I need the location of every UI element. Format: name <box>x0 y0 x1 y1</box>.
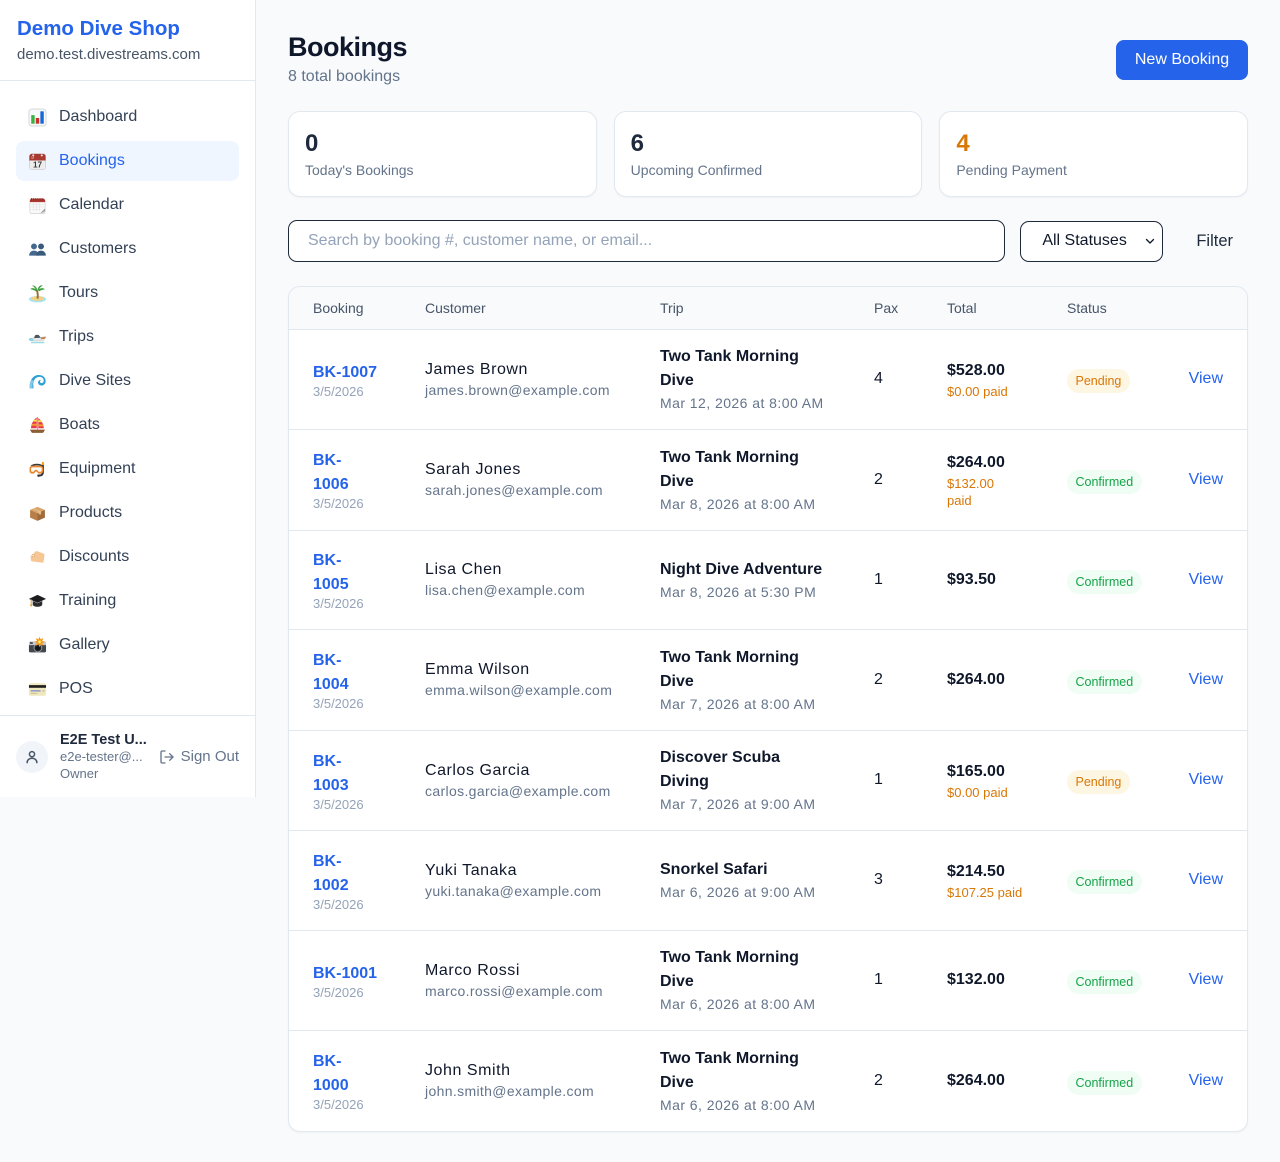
svg-text:M: M <box>31 155 34 159</box>
svg-text:17: 17 <box>33 160 43 169</box>
